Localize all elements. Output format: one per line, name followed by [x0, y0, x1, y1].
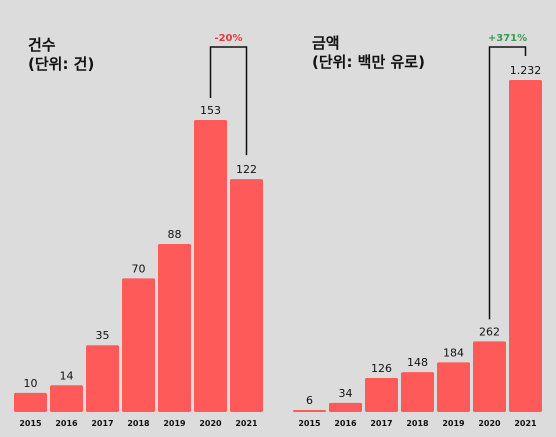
count-bar-2015	[14, 392, 47, 412]
amount-tick-label-2020: 2020	[478, 419, 501, 428]
count-value-label-2016: 14	[60, 369, 74, 382]
amount-tick-label-2015: 2015	[298, 419, 321, 428]
count-value-label-2019: 88	[168, 228, 182, 241]
amount-bar-2021	[509, 80, 542, 412]
count-bar-2016	[50, 385, 83, 412]
count-change-bracket	[209, 46, 248, 156]
amount-tick-label-2017: 2017	[370, 419, 392, 428]
amount-tick-label-2016: 2016	[334, 419, 357, 428]
amount-value-label-2020: 262	[479, 325, 500, 338]
amount-value-label-2015: 6	[306, 394, 313, 407]
count-value-label-2017: 35	[96, 329, 110, 342]
count-tick-label-2020: 2020	[199, 419, 222, 428]
amount-value-label-2016: 34	[339, 387, 353, 400]
amount-bar-2016	[329, 402, 362, 412]
amount-value-label-2019: 184	[443, 346, 464, 359]
amount-value-label-2018: 148	[407, 356, 428, 369]
count-value-label-2020: 153	[200, 104, 221, 117]
count-tick-label-2015: 2015	[19, 419, 42, 428]
count-tick-label-2016: 2016	[55, 419, 78, 428]
amount-value-label-2021: 1.232	[510, 64, 542, 77]
amount-subtitle: (단위: 백만 유로)	[312, 53, 425, 71]
amount-tick-label-2018: 2018	[406, 419, 429, 428]
chart-count: 10 2015 14 2016 35 2017 70 2018 88 2019 153 2020 122…	[14, 33, 263, 428]
amount-tick-label-2021: 2021	[514, 419, 537, 428]
amount-bar-2017	[365, 378, 398, 412]
chart-amount: 6 2015 34 2016 126 2017 148 2018 184 2019 262 2020 1…	[293, 33, 542, 428]
count-change-label: -20%	[214, 33, 242, 44]
count-tick-label-2021: 2021	[235, 419, 258, 428]
count-value-label-2021: 122	[236, 163, 257, 176]
amount-title: 금액	[312, 34, 340, 52]
amount-tick-label-2019: 2019	[442, 419, 465, 428]
count-tick-label-2017: 2017	[91, 419, 113, 428]
count-bar-2021	[230, 179, 263, 412]
amount-value-label-2017: 126	[371, 362, 392, 375]
count-value-label-2015: 10	[24, 377, 38, 390]
chart-title-count: 건수 (단위: 건)	[28, 36, 94, 74]
amount-bar-2020	[473, 341, 506, 412]
count-bar-2017	[86, 345, 119, 412]
amount-bar-2018	[401, 372, 434, 412]
amount-change-bracket	[488, 46, 527, 320]
count-value-label-2018: 70	[132, 262, 146, 275]
chart-title-amount: 금액 (단위: 백만 유로)	[312, 34, 425, 72]
count-subtitle: (단위: 건)	[28, 55, 95, 73]
count-bar-2018	[122, 278, 155, 412]
amount-bar-2019	[437, 362, 470, 412]
amount-bar-2015	[293, 410, 326, 412]
count-tick-label-2019: 2019	[163, 419, 186, 428]
amount-change-label: +371%	[488, 33, 527, 44]
count-bar-2020	[194, 120, 227, 412]
count-tick-label-2018: 2018	[127, 419, 150, 428]
count-title: 건수	[28, 36, 56, 54]
count-bar-2019	[158, 244, 191, 412]
